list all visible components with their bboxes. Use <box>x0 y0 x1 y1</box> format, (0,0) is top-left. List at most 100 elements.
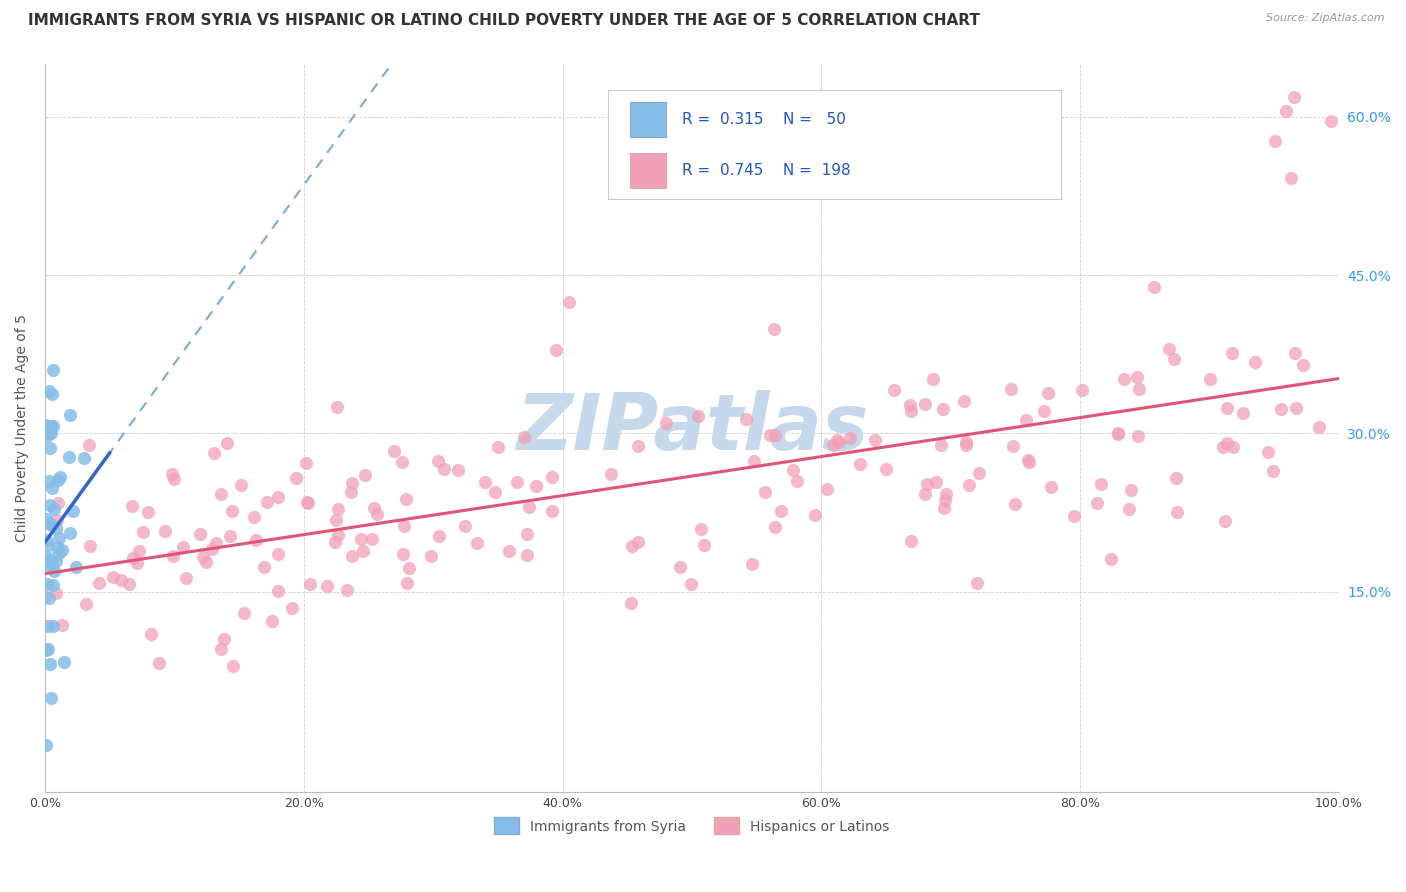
Point <box>1292 358 1315 372</box>
Point <box>62 504 84 518</box>
Point <box>1001 439 1024 453</box>
Point <box>815 482 838 496</box>
Point <box>42 578 65 592</box>
Point <box>245 533 267 548</box>
Point <box>1000 382 1022 396</box>
Point <box>41 556 63 570</box>
Point <box>297 496 319 510</box>
Point <box>1112 371 1135 385</box>
Text: R =  0.315    N =   50: R = 0.315 N = 50 <box>682 112 845 127</box>
Point <box>37 426 59 441</box>
Point <box>900 533 922 548</box>
Point <box>267 547 290 561</box>
Point <box>391 455 413 469</box>
Point <box>285 471 308 485</box>
Point <box>1038 385 1060 400</box>
Point <box>42 502 65 516</box>
Point <box>37 577 59 591</box>
Point <box>352 544 374 558</box>
Point <box>875 462 897 476</box>
Point <box>1090 477 1112 491</box>
Point <box>297 495 319 509</box>
Point <box>966 575 988 590</box>
Point <box>398 561 420 575</box>
Point <box>172 540 194 554</box>
Point <box>838 431 860 445</box>
Text: IMMIGRANTS FROM SYRIA VS HISPANIC OR LATINO CHILD POVERTY UNDER THE AGE OF 5 COR: IMMIGRANTS FROM SYRIA VS HISPANIC OR LAT… <box>28 13 980 29</box>
Point <box>506 475 529 490</box>
Point <box>541 470 564 484</box>
Point <box>541 504 564 518</box>
Point <box>395 576 418 591</box>
Point <box>209 487 232 501</box>
Point <box>929 438 952 452</box>
Point <box>921 372 943 386</box>
Point <box>34 590 56 604</box>
Point <box>231 478 253 492</box>
Point <box>1244 355 1267 369</box>
Point <box>42 363 65 377</box>
Point <box>87 575 110 590</box>
Point <box>786 475 808 489</box>
Point <box>1211 441 1233 455</box>
Point <box>655 417 678 431</box>
Point <box>1320 114 1343 128</box>
Point <box>484 485 506 500</box>
Point <box>1222 440 1244 454</box>
Point <box>1232 406 1254 420</box>
Point <box>46 513 69 527</box>
Point <box>148 656 170 670</box>
Point <box>1284 90 1306 104</box>
Point <box>41 418 63 433</box>
Point <box>256 495 278 509</box>
Point <box>58 450 80 464</box>
Point <box>194 555 217 569</box>
Point <box>1159 342 1181 356</box>
Point <box>253 560 276 574</box>
Point <box>38 516 60 531</box>
Point <box>45 521 67 535</box>
Point <box>193 549 215 564</box>
Point <box>121 551 143 566</box>
Point <box>45 586 67 600</box>
Point <box>326 400 349 414</box>
Point <box>1308 419 1330 434</box>
Point <box>599 467 621 481</box>
Point <box>1166 505 1188 519</box>
Point <box>517 500 540 515</box>
Point <box>763 428 786 442</box>
Point <box>336 582 359 597</box>
Text: Source: ZipAtlas.com: Source: ZipAtlas.com <box>1267 13 1385 23</box>
Point <box>176 572 198 586</box>
Point <box>382 444 405 458</box>
Point <box>323 534 346 549</box>
Point <box>1279 171 1302 186</box>
Point <box>763 321 786 335</box>
Point <box>1284 345 1306 359</box>
Point <box>394 519 416 533</box>
Point <box>37 539 59 553</box>
Point <box>1099 551 1122 566</box>
Point <box>1070 383 1092 397</box>
Point <box>48 531 70 545</box>
Point <box>39 499 62 513</box>
Point <box>188 527 211 541</box>
Point <box>474 475 496 490</box>
Point <box>734 412 756 426</box>
Point <box>59 526 82 541</box>
Point <box>427 454 450 468</box>
Point <box>65 560 87 574</box>
Point <box>46 496 69 510</box>
Point <box>1274 103 1296 118</box>
Point <box>668 560 690 574</box>
Point <box>932 500 955 515</box>
Point <box>1222 346 1244 360</box>
Point <box>1126 429 1149 443</box>
Point <box>232 606 254 620</box>
Point <box>39 691 62 706</box>
Point <box>1143 279 1166 293</box>
Point <box>366 508 388 522</box>
Point <box>1128 382 1150 396</box>
Point <box>326 528 349 542</box>
Point <box>934 493 956 508</box>
